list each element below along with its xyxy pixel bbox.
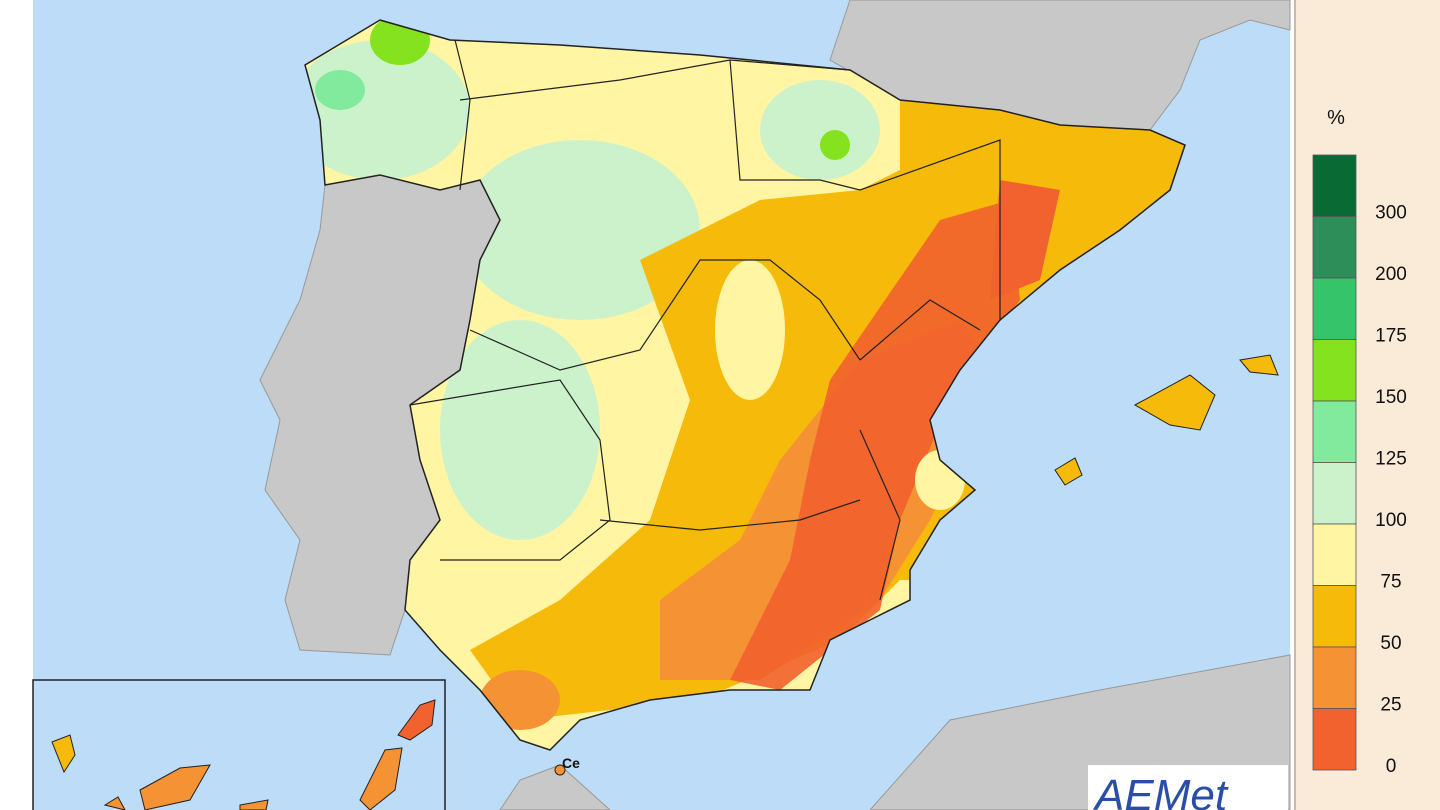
legend-label: 50 <box>1380 633 1401 654</box>
legend: 300 200 175 150 125 100 75 50 25 0 <box>1312 154 1407 777</box>
legend-label: 200 <box>1375 264 1407 285</box>
place-label: Ce <box>562 755 580 771</box>
legend-label: 125 <box>1375 449 1407 470</box>
legend-swatch <box>1312 585 1357 648</box>
legend-label: 25 <box>1380 695 1401 716</box>
ceuta <box>554 764 566 776</box>
legend-label: 100 <box>1375 510 1407 531</box>
menorca <box>1239 354 1279 376</box>
legend-swatch <box>1312 277 1357 340</box>
legend-label: 175 <box>1375 326 1407 347</box>
legend-label: 300 <box>1375 203 1407 224</box>
island <box>103 796 126 810</box>
spain-outline <box>304 19 1186 751</box>
legend-label: 150 <box>1375 387 1407 408</box>
island <box>239 799 269 810</box>
legend-swatch <box>1312 216 1357 279</box>
legend-swatch <box>1312 523 1357 586</box>
legend-label: 75 <box>1380 572 1401 593</box>
legend-swatch <box>1312 339 1357 402</box>
legend-swatch <box>1312 708 1357 771</box>
island <box>359 747 403 810</box>
legend-swatch <box>1312 462 1357 525</box>
logo: AEMet <box>1092 771 1229 810</box>
legend-swatch <box>1312 154 1357 217</box>
region-borders <box>409 39 1001 601</box>
island <box>397 699 436 741</box>
legend-title: % <box>1327 107 1345 129</box>
legend-swatch <box>1312 400 1357 463</box>
logo-box <box>1088 765 1288 810</box>
legend-swatch <box>1312 646 1357 709</box>
island <box>51 734 76 774</box>
ibiza <box>1054 457 1083 486</box>
legend-label: 0 <box>1386 756 1397 777</box>
island <box>139 764 211 810</box>
mallorca <box>1133 374 1216 431</box>
